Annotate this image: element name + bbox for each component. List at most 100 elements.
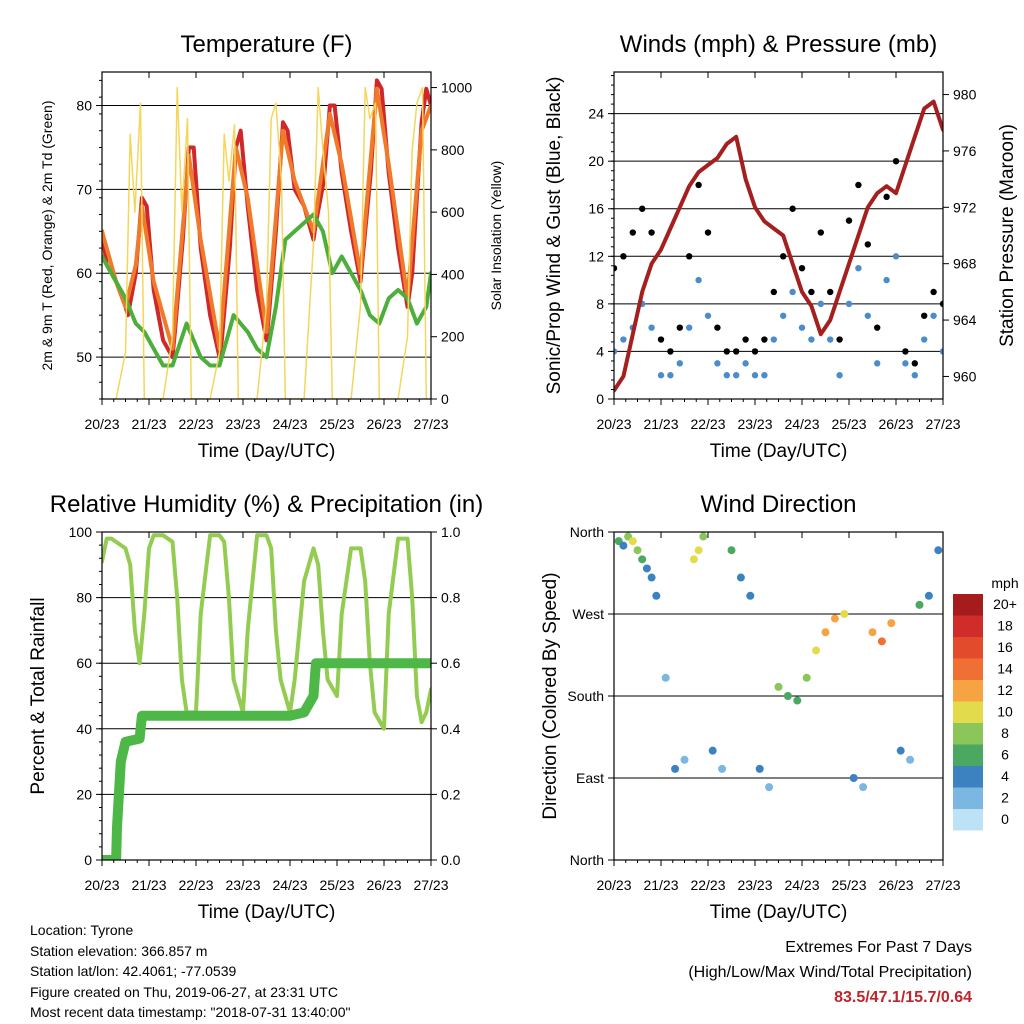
data-point (751, 372, 759, 379)
y-axis-label: 2m & 9m T (Red, Orange) & 2m Td (Green) (39, 101, 55, 371)
y-tick-label: 70 (76, 181, 92, 197)
x-tick-label: 20/23 (596, 416, 631, 432)
plot-frame (613, 71, 944, 400)
data-point (840, 610, 849, 618)
data-point (780, 253, 787, 260)
data-point (727, 546, 736, 555)
data-point (761, 372, 768, 379)
data-point (770, 336, 777, 343)
data-point (845, 300, 853, 308)
y-tick-label: 40 (76, 721, 92, 737)
y-axis-label: Direction (Colored By Speed) (540, 572, 561, 819)
data-point (902, 360, 909, 367)
data-point (695, 276, 702, 284)
data-point (849, 774, 858, 782)
y2-tick-label: 200 (441, 329, 465, 345)
data-point (733, 372, 740, 379)
y2-tick-label: 980 (953, 87, 977, 103)
y-tick-label: West (572, 606, 604, 622)
y2-tick-label: 968 (953, 256, 977, 272)
data-point (614, 348, 618, 355)
y-tick-label: 4 (596, 343, 604, 359)
y2-tick-label: 600 (441, 204, 465, 220)
y-tick-label: 60 (76, 655, 92, 671)
extremes-values: 83.5/47.1/15.7/0.64 (834, 989, 972, 1006)
y-tick-label: 16 (588, 201, 604, 217)
y2-axis-label: Station Pressure (Maroon) (997, 124, 1018, 347)
data-point (628, 537, 637, 546)
data-point (694, 546, 703, 555)
x-axis-label: Time (Day/UTC) (710, 441, 848, 462)
data-point (742, 336, 749, 343)
x-axis-label: Time (Day/UTC) (198, 902, 336, 923)
data-point (686, 324, 693, 331)
colorbar-label: 14 (997, 661, 1013, 677)
data-point (765, 783, 774, 792)
series-line (102, 533, 431, 731)
y2-tick-label: 0.8 (441, 590, 461, 606)
chart-title: Temperature (F) (180, 31, 352, 58)
data-point (774, 682, 783, 691)
series-line (102, 86, 431, 351)
data-point (855, 181, 862, 189)
extremes-title: Extremes For Past 7 Days (785, 939, 972, 956)
data-point (868, 628, 877, 637)
colorbar-swatch (953, 744, 983, 766)
data-point (761, 336, 768, 343)
data-point (746, 591, 755, 600)
station-location: Location: Tyrone (30, 922, 134, 938)
data-point (939, 300, 943, 308)
data-point (817, 229, 824, 236)
y2-tick-label: 964 (953, 312, 977, 328)
data-point (657, 372, 665, 379)
colorbar-label: 16 (997, 639, 1013, 655)
data-point (874, 324, 881, 331)
data-point (695, 181, 702, 189)
x-tick-label: 21/23 (131, 877, 166, 893)
x-tick-label: 21/23 (131, 416, 166, 432)
colorbar-label: 0 (1001, 811, 1009, 827)
data-point (614, 265, 618, 272)
station-info: Location: Tyrone Station elevation: 366.… (30, 920, 350, 1023)
colorbar-swatch (953, 594, 983, 616)
recent-timestamp: Most recent data timestamp: "2018-07-31 … (30, 1004, 351, 1020)
station-latlon: Station lat/lon: 42.4061; -77.0539 (30, 963, 237, 979)
data-point (812, 646, 821, 655)
colorbar-label: 10 (997, 704, 1013, 720)
x-tick-label: 27/23 (413, 416, 448, 432)
colorbar-swatch (953, 787, 983, 809)
data-point (708, 746, 717, 755)
data-point (676, 360, 683, 367)
plot-frame (101, 71, 432, 400)
data-point (770, 288, 777, 296)
x-tick-label: 25/23 (319, 416, 354, 432)
data-point (911, 360, 918, 367)
colorbar-swatch (953, 680, 983, 702)
data-point (896, 746, 905, 755)
panel-2: Relative Humidity (%) & Precipitation (i… (28, 491, 483, 923)
data-point (864, 241, 871, 248)
data-point (930, 288, 937, 296)
series-group (102, 78, 431, 399)
x-tick-label: 20/23 (84, 416, 119, 432)
y2-tick-label: 0.6 (441, 655, 461, 671)
y2-tick-label: 1000 (441, 80, 472, 96)
data-point (657, 336, 665, 343)
colorbar-label: 18 (997, 618, 1013, 634)
y-tick-label: 100 (69, 524, 93, 540)
data-point (620, 253, 627, 260)
x-tick-label: 22/23 (690, 416, 725, 432)
data-point (892, 253, 900, 260)
data-point (921, 312, 928, 319)
y2-tick-label: 0.0 (441, 852, 461, 868)
data-point (883, 193, 890, 201)
chart-title: Wind Direction (700, 491, 856, 518)
data-point (619, 541, 628, 550)
x-tick-label: 23/23 (225, 416, 260, 432)
series-group (614, 99, 943, 393)
data-point (817, 300, 824, 308)
data-point (633, 546, 642, 555)
data-point (864, 312, 871, 319)
data-point (620, 336, 627, 343)
